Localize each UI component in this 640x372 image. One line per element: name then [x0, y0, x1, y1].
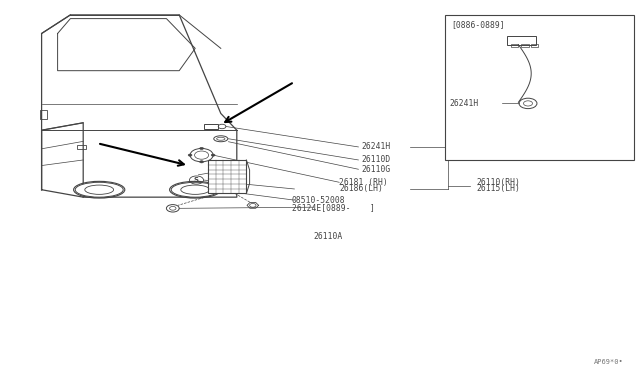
Circle shape: [200, 161, 204, 163]
Ellipse shape: [170, 182, 221, 198]
Text: 26110(RH): 26110(RH): [477, 178, 521, 187]
Bar: [445, 15, 634, 160]
Ellipse shape: [74, 182, 125, 198]
Text: 26110D: 26110D: [362, 155, 391, 164]
Bar: [204, 124, 218, 129]
Text: 26110G: 26110G: [362, 165, 391, 174]
Text: 26241H: 26241H: [362, 142, 391, 151]
Text: 26186(LH): 26186(LH): [339, 185, 383, 193]
Circle shape: [200, 147, 204, 150]
Bar: [40, 110, 47, 119]
Ellipse shape: [172, 182, 219, 197]
Ellipse shape: [216, 137, 225, 140]
Text: [0886-0889]: [0886-0889]: [451, 20, 505, 29]
Bar: [511, 44, 518, 47]
Ellipse shape: [180, 185, 210, 195]
Bar: [521, 44, 529, 47]
Circle shape: [188, 154, 192, 156]
Text: 26115(LH): 26115(LH): [477, 185, 521, 193]
Text: S: S: [194, 177, 199, 183]
Text: 26181 (RH): 26181 (RH): [339, 178, 388, 187]
Bar: [208, 160, 246, 193]
Bar: [77, 145, 86, 149]
Text: 26241H: 26241H: [450, 99, 479, 108]
Text: 26110A: 26110A: [314, 232, 343, 241]
Ellipse shape: [76, 182, 123, 197]
Bar: [507, 36, 536, 45]
Text: 08510-52008: 08510-52008: [292, 196, 346, 205]
Circle shape: [211, 154, 215, 156]
Text: 26124E[0889-    ]: 26124E[0889- ]: [292, 203, 374, 212]
Text: AP69*0•: AP69*0•: [595, 359, 624, 365]
Ellipse shape: [85, 185, 114, 195]
Ellipse shape: [214, 136, 228, 142]
Bar: [531, 44, 538, 47]
